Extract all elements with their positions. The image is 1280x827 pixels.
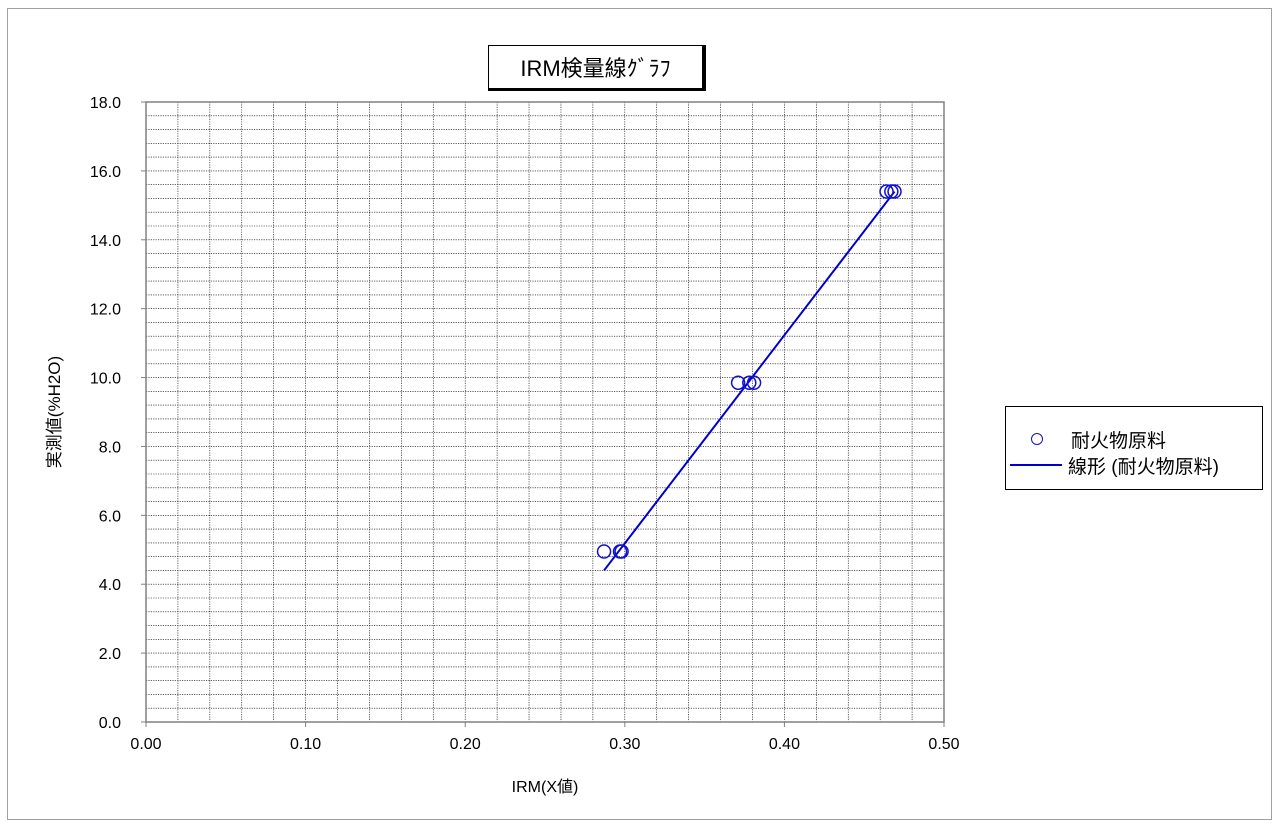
x-tick-label: 0.20 — [450, 736, 481, 753]
line-marker-icon — [1010, 464, 1062, 466]
y-tick-label: 6.0 — [99, 508, 121, 525]
legend-label-trendline: 線形 (耐火物原料) — [1068, 456, 1219, 478]
y-tick-label: 2.0 — [99, 646, 121, 663]
y-axis-label: 実測値(%H2O) — [45, 356, 64, 468]
legend: 耐火物原料 線形 (耐火物原料) — [1005, 406, 1263, 490]
plot-area-border — [145, 101, 945, 723]
y-tick-label: 12.0 — [90, 302, 121, 319]
y-tick-label: 18.0 — [90, 95, 121, 112]
data-point — [742, 375, 757, 390]
data-point — [746, 375, 762, 390]
y-tick-label: 4.0 — [99, 577, 121, 594]
x-tick-label: 0.50 — [928, 736, 959, 753]
data-point — [730, 375, 746, 390]
x-tick-label: 0.10 — [290, 736, 321, 753]
x-tick-label: 0.40 — [769, 736, 800, 753]
y-tick-label: 14.0 — [90, 233, 121, 250]
x-tick-label: 0.30 — [609, 736, 640, 753]
y-tick-label: 16.0 — [90, 164, 121, 181]
x-tick-label: 0.00 — [130, 736, 161, 753]
legend-item-scatter: 耐火物原料 — [1031, 427, 1167, 452]
chart-title: IRM検量線ｸﾞﾗﾌ — [488, 45, 702, 88]
y-tick-label: 0.0 — [99, 715, 121, 732]
legend-label-scatter: 耐火物原料 — [1071, 430, 1167, 452]
data-point — [887, 184, 902, 199]
data-point — [614, 544, 629, 559]
data-point — [879, 184, 894, 199]
legend-item-trendline: 線形 (耐火物原料) — [1010, 453, 1219, 478]
data-point — [596, 544, 612, 559]
y-tick-label: 8.0 — [99, 439, 121, 456]
open-circle-marker-icon — [1031, 433, 1043, 445]
trendline — [603, 190, 896, 572]
y-tick-label: 10.0 — [90, 371, 121, 388]
x-axis-label: IRM(X値) — [512, 778, 579, 796]
